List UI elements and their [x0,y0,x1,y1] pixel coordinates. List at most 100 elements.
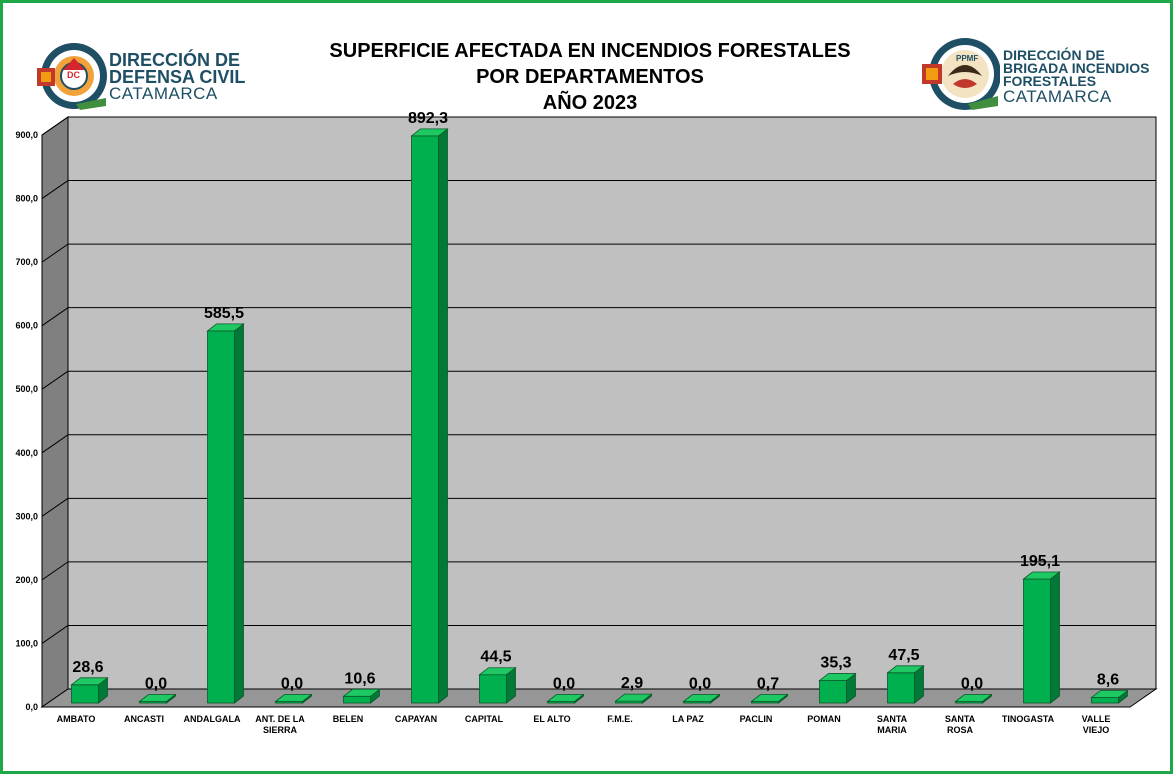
x-tick-label: AMBATO [57,714,96,724]
data-label: 585,5 [204,305,244,322]
bar-side [1050,571,1060,704]
bar [1091,697,1119,704]
y-tick-label: 800,0 [15,194,38,204]
logo-left-line1: DIRECCIÓN DE [109,50,241,70]
data-label: 28,6 [72,659,103,676]
bar-top [206,323,245,332]
bar-top [1022,571,1061,580]
x-tick-label: SIERRA [263,725,298,735]
x-tick-label: VALLE [1082,714,1111,724]
x-tick-label: POMAN [807,714,841,724]
chart-title-line2: POR DEPARTAMENTOS [476,66,704,88]
data-label: 0,7 [757,676,779,693]
logo-right-badge: PPMF [956,54,979,63]
y-tick-label: 200,0 [15,575,38,585]
bar-top [682,694,721,702]
bar-top [818,673,857,681]
defensa-civil-emblem-icon [37,43,107,110]
data-label: 44,5 [480,649,511,666]
back-wall [67,116,1157,690]
bar [819,680,847,704]
y-tick-label: 100,0 [15,638,38,648]
data-label: 35,3 [820,655,851,672]
chart-title: SUPERFICIE AFECTADA EN INCENDIOS FORESTA… [240,38,940,116]
x-tick-label: ANT. DE LA [255,714,305,724]
brigada-incendios-logo: PPMF DIRECCIÓN DE BRIGADA INCENDIOS FORE… [920,34,1170,114]
bar-top [70,677,109,686]
gridline-side [41,307,69,327]
data-label: 0,0 [961,676,983,693]
x-tick-label: F.M.E. [607,714,633,724]
data-label: 10,6 [344,670,375,687]
bar [479,674,507,704]
x-tick-label: CAPAYAN [395,714,437,724]
bar-side [438,128,448,704]
bar [411,135,439,704]
x-tick-label: SANTA [945,714,976,724]
y-tick-label: 500,0 [15,384,38,394]
x-tick-label: EL ALTO [533,714,570,724]
bar [71,684,99,704]
data-label: 0,0 [553,676,575,693]
x-tick-label: LA PAZ [672,714,704,724]
data-label: 0,0 [145,676,167,693]
gridline-side [41,180,69,199]
chart-title-line1: SUPERFICIE AFECTADA EN INCENDIOS FORESTA… [329,40,851,62]
bar-top [546,694,585,702]
bar-side [234,323,244,704]
data-label: 47,5 [888,647,919,664]
logo-right-line3: FORESTALES [1003,73,1097,89]
gridline-side [41,497,69,517]
data-label: 892,3 [408,110,448,127]
x-tick-label: SANTA [877,714,908,724]
x-tick-label: ROSA [947,725,974,735]
logo-right-line4: CATAMARCA [1003,87,1112,106]
data-label: 8,6 [1097,672,1119,689]
x-tick-label: MARIA [877,725,907,735]
gridline-side [41,625,69,644]
bar-top [954,694,993,702]
x-tick-label: CAPITAL [465,714,504,724]
bar [887,672,915,704]
bar-top [410,128,449,137]
bar [207,330,235,704]
gridline-side [41,561,69,581]
y-tick-label: 400,0 [15,448,38,458]
defensa-civil-logo: DC DIRECCIÓN DE DEFENSA CIVIL CATAMARCA [36,40,266,112]
gridline-side [41,370,69,390]
x-tick-label: ANCASTI [124,714,164,724]
brigada-emblem-icon [922,38,1001,110]
data-label: 0,0 [689,676,711,693]
y-tick-label: 700,0 [15,257,38,267]
logo-right-line2: BRIGADA INCENDIOS [1003,60,1150,76]
logo-left-line2: DEFENSA CIVIL [109,67,246,87]
gridline-side [41,243,69,263]
data-label: 2,9 [621,675,643,692]
y-tick-label: 600,0 [15,321,38,331]
x-tick-label: BELEN [333,714,364,724]
gridline-side [41,434,69,454]
y-tick-label: 0,0 [25,702,38,712]
y-tick-label: 300,0 [15,511,38,521]
x-tick-label: PACLIN [740,714,773,724]
logo-left-badge: DC [67,70,80,80]
x-tick-label: ANDALGALA [184,714,241,724]
chart-title-line3: AÑO 2023 [542,92,638,114]
bar-top [342,688,381,697]
bar-top [750,694,789,702]
bar-top [478,667,517,676]
data-label: 195,1 [1020,553,1060,570]
bar-top [614,693,653,702]
logo-right-line1: DIRECCIÓN DE [1003,47,1105,63]
data-label: 0,0 [281,676,303,693]
bar [343,695,371,704]
logo-left-line3: CATAMARCA [109,84,218,103]
y-tick-label: 900,0 [15,130,38,140]
bar-top [138,694,177,702]
bar-top [1090,690,1129,698]
bar-top [886,665,925,674]
bar-top [274,694,313,702]
gridline-side [41,116,69,136]
x-tick-label: TINOGASTA [1002,714,1055,724]
